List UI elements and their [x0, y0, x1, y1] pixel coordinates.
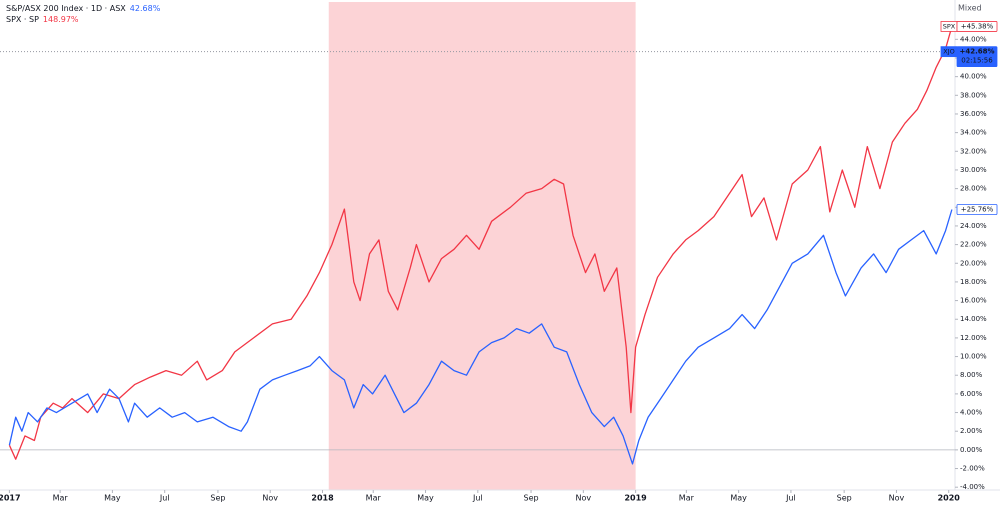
y-tick-label: 6.00% — [960, 390, 983, 398]
x-tick-label: May — [104, 494, 121, 503]
legend-value: 148.97% — [43, 15, 79, 24]
y-tick-label: 2.00% — [960, 427, 983, 435]
price-label-countdown: 02:15:56 — [961, 57, 993, 65]
price-label: XJO +42.68%02:15:56 — [940, 46, 998, 68]
legend-entry: S&P/ASX 200 Index · 1D · ASX 42.68% — [6, 4, 161, 13]
price-label-value: +45.38% — [961, 22, 994, 30]
y-tick-label: 24.00% — [960, 222, 987, 230]
y-tick-label: 0.00% — [960, 446, 983, 454]
x-tick-label: Mar — [53, 494, 69, 503]
y-tick-label: 44.00% — [960, 35, 987, 43]
x-tick-label: Nov — [262, 494, 278, 503]
legend-entry: SPX · SP 148.97% — [6, 15, 79, 24]
y-tick-label: -2.00% — [960, 465, 985, 473]
y-tick-label: 16.00% — [960, 297, 987, 305]
legend-name: SPX · SP — [6, 15, 39, 24]
x-tick-label: Nov — [576, 494, 592, 503]
price-label-value: +25.76% — [961, 206, 994, 214]
y-tick-label: 32.00% — [960, 147, 987, 155]
y-tick-label: 18.00% — [960, 278, 987, 286]
price-label: SPX +45.38% — [940, 21, 998, 32]
x-tick-label: 2019 — [624, 494, 647, 503]
x-tick-label: Nov — [889, 494, 905, 503]
price-label-value: +42.68% — [959, 48, 994, 56]
x-tick-label: 2017 — [0, 494, 21, 503]
y-tick-label: 8.00% — [960, 371, 983, 379]
series-line — [8, 26, 953, 460]
y-tick-label: 28.00% — [960, 185, 987, 193]
x-tick-label: Mar — [679, 494, 695, 503]
price-label-box — [956, 46, 998, 68]
x-tick-label: Sep — [524, 494, 539, 503]
x-tick-label: Jul — [472, 494, 483, 503]
x-tick-label: May — [417, 494, 434, 503]
y-tick-label: 36.00% — [960, 110, 987, 118]
x-tick-label: Jul — [159, 494, 170, 503]
legend-value: 42.68% — [130, 4, 161, 13]
price-label: +25.76% — [956, 204, 998, 215]
price-label-name: SPX — [943, 22, 956, 30]
y-tick-label: 12.00% — [960, 334, 987, 342]
x-tick-label: 2018 — [311, 494, 334, 503]
y-tick-label: 22.00% — [960, 241, 987, 249]
legend-name: S&P/ASX 200 Index · 1D · ASX — [6, 4, 126, 13]
price-label-box — [956, 204, 998, 215]
y-tick-label: 40.00% — [960, 73, 987, 81]
y-tick-label: -4.00% — [960, 483, 985, 491]
series-line — [8, 209, 953, 465]
y-tick-label: 38.00% — [960, 91, 987, 99]
y-tick-label: 14.00% — [960, 315, 987, 323]
x-tick-label: Sep — [837, 494, 852, 503]
y-axis-label: Mixed — [958, 4, 982, 13]
y-tick-label: 30.00% — [960, 166, 987, 174]
x-tick-label: May — [730, 494, 747, 503]
price-label-name: XJO — [943, 48, 955, 56]
x-tick-label: Sep — [210, 494, 225, 503]
price-label-box — [956, 21, 998, 32]
y-tick-label: 10.00% — [960, 353, 987, 361]
y-tick-label: 34.00% — [960, 129, 987, 137]
x-tick-label: 2020 — [938, 494, 961, 503]
x-tick-label: Mar — [366, 494, 382, 503]
x-tick-label: Jul — [785, 494, 796, 503]
y-tick-label: 20.00% — [960, 259, 987, 267]
y-tick-label: 4.00% — [960, 409, 983, 417]
